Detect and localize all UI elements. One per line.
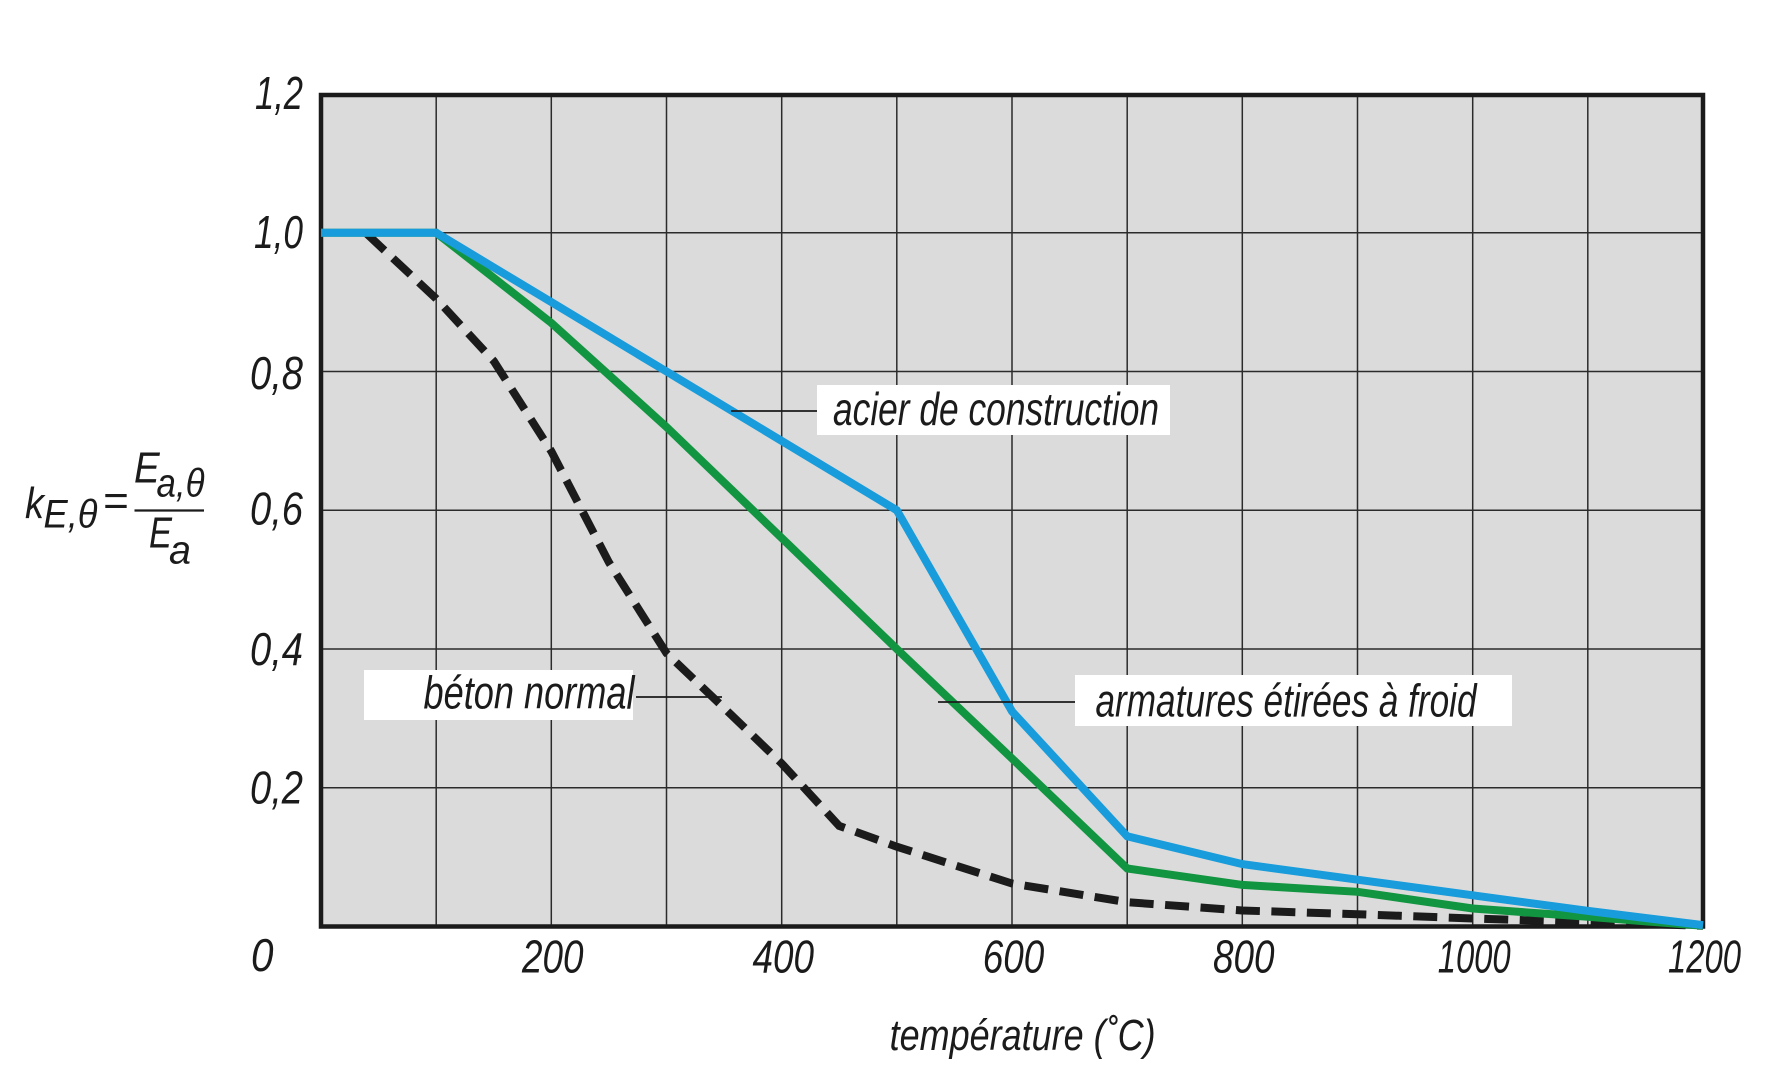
svg-text:température (˚C): température (˚C) xyxy=(890,1011,1156,1060)
svg-text:0,8: 0,8 xyxy=(250,347,303,399)
svg-text:béton normal: béton normal xyxy=(424,667,636,719)
svg-text:1200: 1200 xyxy=(1668,931,1741,983)
svg-text:E,θ: E,θ xyxy=(44,493,98,537)
svg-text:0,2: 0,2 xyxy=(250,761,303,813)
svg-text:a,θ: a,θ xyxy=(157,462,205,506)
svg-text:0,4: 0,4 xyxy=(250,623,303,675)
svg-text:1,2: 1,2 xyxy=(255,67,303,119)
svg-text:0: 0 xyxy=(251,929,274,981)
svg-text:1,0: 1,0 xyxy=(254,206,303,258)
svg-text:1000: 1000 xyxy=(1438,931,1511,983)
svg-text:400: 400 xyxy=(752,931,814,983)
svg-text:acier de construction: acier de construction xyxy=(833,383,1159,435)
svg-text:200: 200 xyxy=(521,931,584,983)
svg-text:600: 600 xyxy=(983,931,1045,983)
svg-text:800: 800 xyxy=(1213,931,1275,983)
svg-text:E: E xyxy=(149,509,173,558)
svg-text:=: = xyxy=(103,477,129,526)
svg-text:a: a xyxy=(169,529,191,573)
svg-text:0,6: 0,6 xyxy=(250,483,303,535)
svg-text:armatures étirées à froid: armatures étirées à froid xyxy=(1096,675,1478,727)
svg-text:k: k xyxy=(25,479,46,528)
svg-text:E: E xyxy=(134,444,160,493)
